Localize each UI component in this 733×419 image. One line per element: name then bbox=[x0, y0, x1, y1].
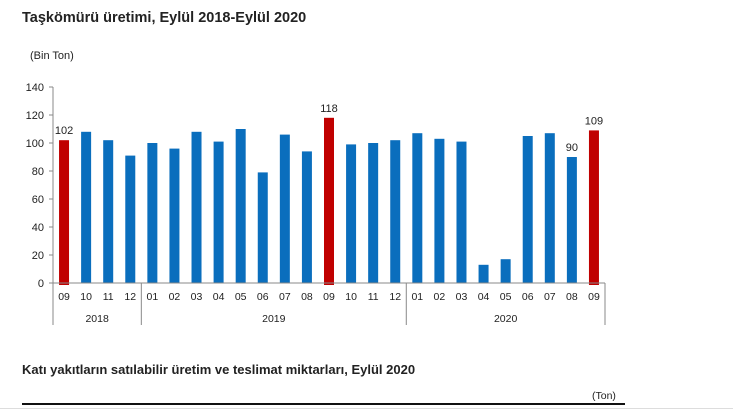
bar bbox=[103, 140, 114, 283]
y-tick-label: 60 bbox=[32, 194, 44, 206]
x-tick-label: 04 bbox=[213, 291, 225, 303]
x-tick-label: 01 bbox=[411, 291, 423, 303]
x-tick-label: 05 bbox=[500, 291, 512, 303]
table-title: Katı yakıtların satılabilir üretim ve te… bbox=[22, 362, 416, 377]
year-label: 2020 bbox=[494, 313, 518, 325]
data-labels: 102 118 90 109 bbox=[55, 103, 603, 154]
bar bbox=[368, 143, 379, 283]
bar bbox=[125, 155, 136, 283]
bar bbox=[301, 151, 312, 283]
bar bbox=[169, 148, 180, 283]
bar bbox=[279, 134, 290, 283]
y-axis-unit-label: (Bin Ton) bbox=[30, 50, 74, 62]
bar bbox=[346, 144, 357, 283]
y-tick-label: 0 bbox=[38, 278, 44, 290]
x-tick-label: 09 bbox=[58, 291, 70, 303]
x-axis: 09 10 11 12 01 02 03 04 05 06 07 08 09 10 11 12 01 02 03 04… bbox=[52, 282, 606, 325]
x-tick-label: 03 bbox=[456, 291, 468, 303]
x-tick-label: 11 bbox=[368, 291, 379, 303]
y-tick-label: 140 bbox=[26, 82, 44, 94]
bar bbox=[81, 131, 92, 283]
bar-highlight bbox=[588, 130, 599, 285]
y-tick-label: 120 bbox=[26, 110, 44, 122]
x-tick-label: 10 bbox=[80, 291, 92, 303]
bar bbox=[566, 157, 577, 283]
x-tick-label: 12 bbox=[124, 291, 136, 303]
x-tick-label: 08 bbox=[566, 291, 578, 303]
bars bbox=[59, 117, 599, 285]
bar bbox=[147, 143, 158, 283]
bar bbox=[213, 141, 224, 283]
year-label: 2018 bbox=[85, 313, 109, 325]
bar bbox=[235, 129, 246, 283]
x-tick-label: 11 bbox=[103, 291, 114, 303]
y-tick-label: 100 bbox=[26, 138, 44, 150]
x-tick-label: 12 bbox=[389, 291, 401, 303]
x-tick-label: 05 bbox=[235, 291, 247, 303]
data-label: 102 bbox=[55, 125, 73, 137]
data-label: 90 bbox=[566, 142, 578, 154]
year-label: 2019 bbox=[262, 313, 286, 325]
x-tick-label: 02 bbox=[434, 291, 446, 303]
x-tick-label: 02 bbox=[169, 291, 181, 303]
y-tick-label: 40 bbox=[32, 222, 44, 234]
bar bbox=[500, 259, 511, 283]
x-tick-label: 06 bbox=[522, 291, 534, 303]
x-tick-label: 03 bbox=[191, 291, 203, 303]
x-tick-label: 09 bbox=[588, 291, 600, 303]
bar bbox=[434, 138, 445, 283]
bar bbox=[257, 172, 268, 283]
bar bbox=[478, 264, 489, 283]
table-top-rule bbox=[22, 403, 625, 405]
bar bbox=[522, 136, 533, 283]
data-label: 109 bbox=[585, 115, 603, 127]
bar-highlight bbox=[324, 117, 334, 285]
y-tick-label: 20 bbox=[32, 250, 44, 262]
y-axis: 0 20 40 60 80 100 120 140 bbox=[26, 82, 54, 290]
x-tick-label: 07 bbox=[279, 291, 291, 303]
x-tick-label: 07 bbox=[544, 291, 556, 303]
bar bbox=[412, 133, 423, 283]
bar bbox=[390, 140, 401, 283]
x-tick-label: 06 bbox=[257, 291, 269, 303]
x-tick-label: 10 bbox=[345, 291, 357, 303]
bar bbox=[544, 133, 555, 283]
x-tick-label: 08 bbox=[301, 291, 313, 303]
divider bbox=[0, 408, 733, 409]
x-tick-label: 04 bbox=[478, 291, 490, 303]
x-tick-label: 09 bbox=[323, 291, 335, 303]
bar bbox=[191, 131, 202, 283]
y-tick-label: 80 bbox=[32, 166, 44, 178]
bar bbox=[456, 141, 467, 283]
bar-highlight bbox=[59, 140, 70, 285]
data-label: 118 bbox=[320, 103, 338, 115]
table-unit-label: (Ton) bbox=[592, 390, 616, 402]
chart-title: Taşkömürü üretimi, Eylül 2018-Eylül 2020 bbox=[22, 10, 307, 26]
x-tick-label: 01 bbox=[147, 291, 159, 303]
